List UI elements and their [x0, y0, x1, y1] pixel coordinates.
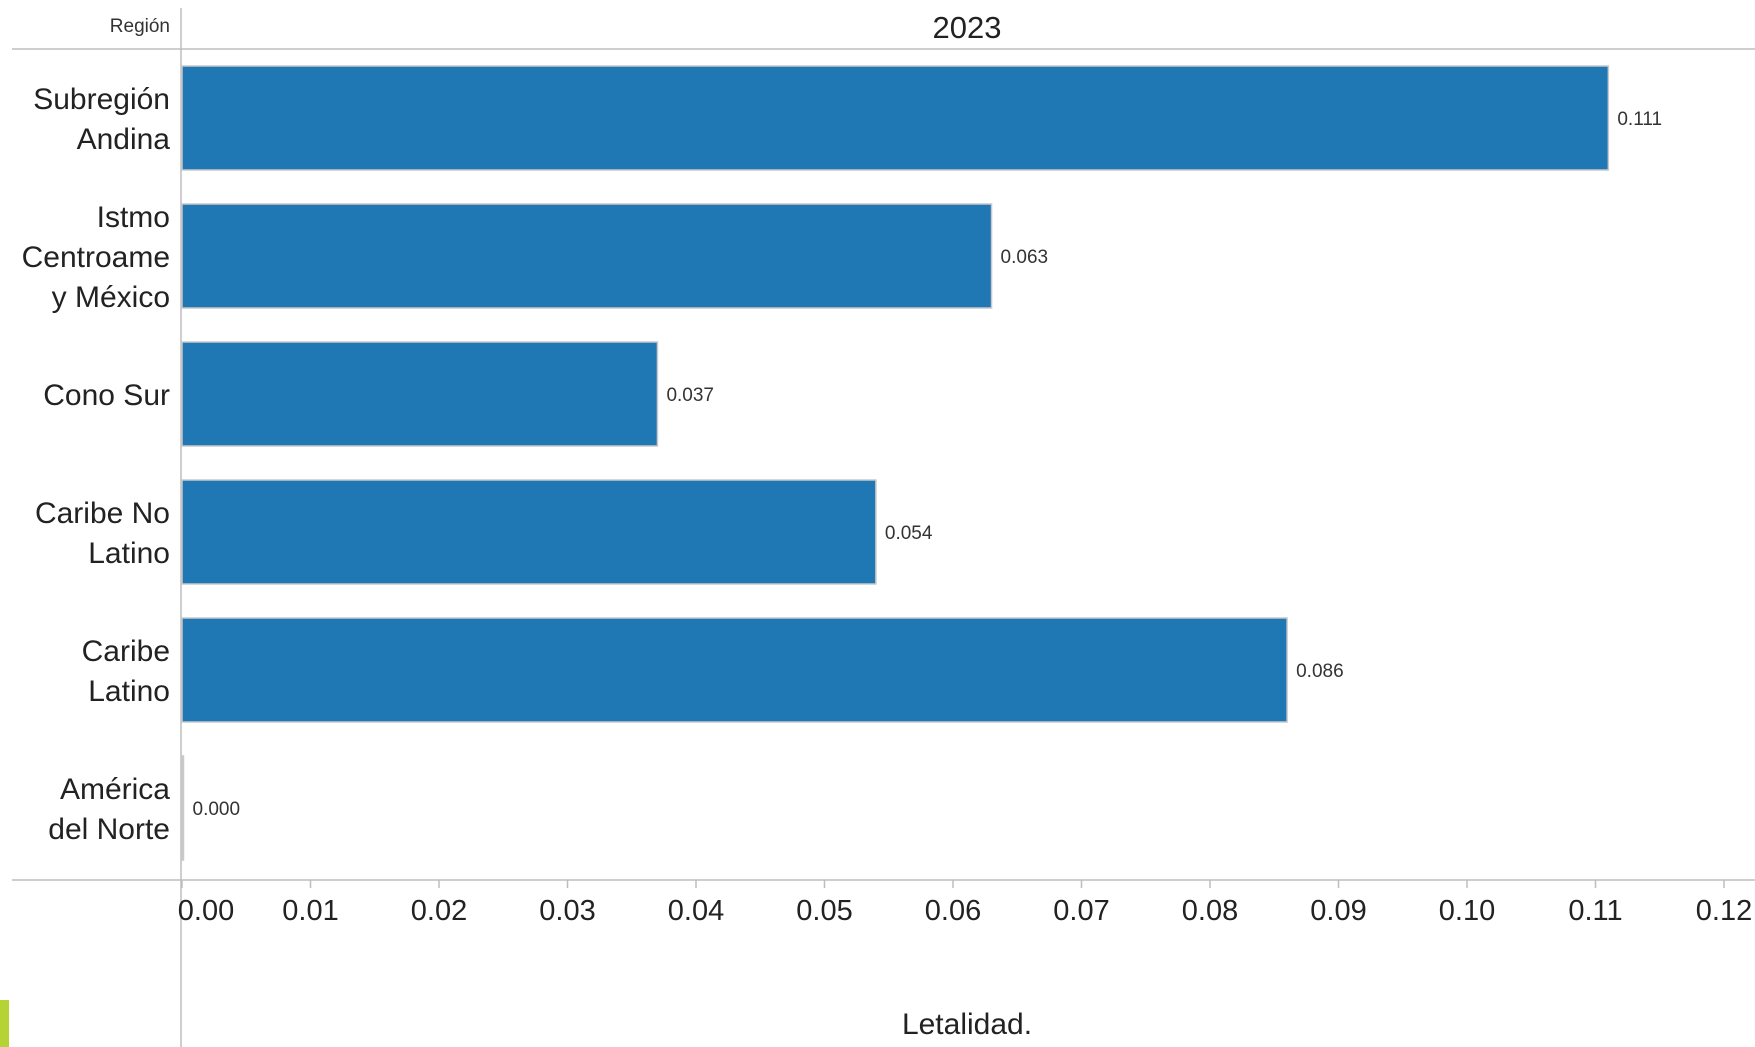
bars-group [181, 65, 1610, 861]
tick-label: 0.02 [411, 895, 467, 927]
category-label: Caribe Latino [82, 635, 170, 708]
bar[interactable] [181, 341, 659, 447]
tick-label: 0.12 [1696, 895, 1752, 927]
column-header: 2023 [933, 10, 1002, 45]
tick-label: 0.04 [668, 895, 724, 927]
bar[interactable] [181, 479, 877, 585]
x-axis-title: Letalidad. [902, 1008, 1032, 1041]
data-label: 0.054 [885, 523, 933, 544]
category-label: Istmo Centroame y México [22, 201, 170, 314]
category-label: Subregión Andina [33, 83, 170, 156]
category-label-line: Caribe No [35, 497, 170, 530]
tick-label: 0.05 [796, 895, 852, 927]
category-label: Cono Sur [43, 379, 170, 412]
data-label: 0.086 [1296, 661, 1344, 682]
data-label: 0.037 [666, 385, 714, 406]
row-header: Región [110, 16, 170, 37]
tick-label: 0.08 [1182, 895, 1238, 927]
category-labels: Subregión Andina Istmo Centroame y México Con… [22, 83, 171, 846]
category-label-line: Caribe [82, 635, 170, 668]
bar[interactable] [181, 65, 1610, 171]
category-label-line: del Norte [48, 813, 170, 846]
bar[interactable] [181, 617, 1288, 723]
tick-label: 0.06 [925, 895, 981, 927]
data-label: 0.111 [1617, 109, 1662, 130]
tick-label: 0.11 [1568, 895, 1622, 927]
accent-strip [0, 1000, 9, 1047]
data-label: 0.000 [193, 799, 241, 820]
category-label-line: Centroame [22, 241, 170, 274]
tick-label: 0.03 [539, 895, 595, 927]
category-label-line: Andina [77, 123, 171, 156]
x-axis-ticks: 0.00 0.01 0.02 0.03 0.04 0.05 0.06 0.07 0.08 0.09… [178, 880, 1752, 927]
tick-label: 0.09 [1310, 895, 1366, 927]
tick-label: 0.10 [1439, 895, 1495, 927]
category-label-line: Latino [88, 537, 170, 570]
bar[interactable] [181, 203, 993, 309]
bar[interactable] [181, 755, 185, 861]
data-label: 0.063 [1001, 247, 1049, 268]
value-labels: 0.111 0.063 0.037 0.054 0.086 0.000 [193, 109, 1663, 820]
tick-label: 0.01 [282, 895, 338, 927]
tick-label: 0.00 [178, 895, 234, 927]
category-label-line: Latino [88, 675, 170, 708]
tick-label: 0.07 [1053, 895, 1109, 927]
category-label-line: América [60, 773, 170, 806]
category-label-line: Cono Sur [43, 379, 170, 412]
category-label: América del Norte [48, 773, 170, 846]
category-label-line: y México [52, 281, 170, 314]
category-label-line: Istmo [97, 201, 170, 234]
category-label-line: Subregión [33, 83, 170, 116]
category-label: Caribe No Latino [35, 497, 170, 570]
